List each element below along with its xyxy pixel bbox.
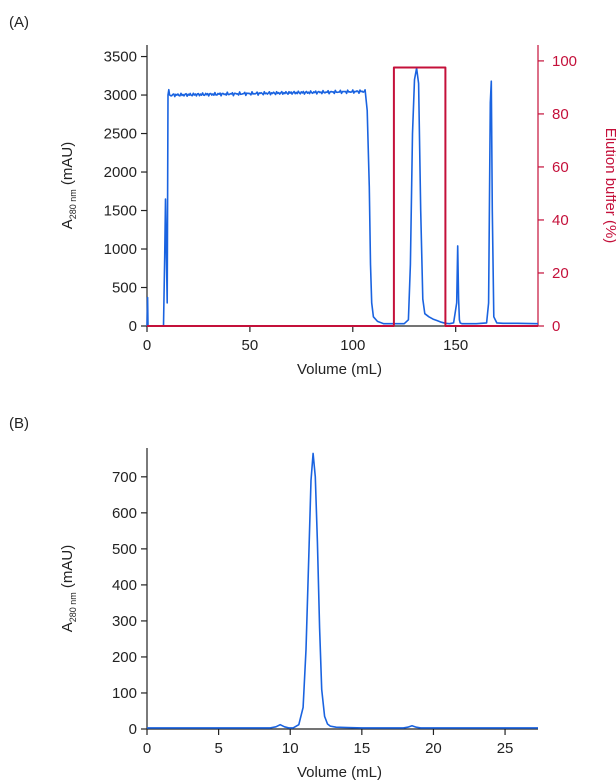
panel-a-y-axis-label-main: A xyxy=(59,219,76,229)
panel-a-y-tick-label: 0 xyxy=(129,318,137,335)
panel-a-y2-tick-label: 100 xyxy=(552,53,577,70)
panel-b-y-tick-label: 600 xyxy=(112,505,137,522)
panel-b-y-tick-label: 100 xyxy=(112,685,137,702)
panel-b-x-tick-label: 15 xyxy=(353,740,370,757)
panel-a-series-absorbance-line xyxy=(146,67,539,327)
panel-a-x-tick-label: 150 xyxy=(443,337,468,354)
panel-a-label: (A) xyxy=(9,14,29,31)
panel-a-y2-tick-label: 80 xyxy=(552,106,569,123)
panel-a-y2-tick-label: 20 xyxy=(552,265,569,282)
panel-a-y-axis-label-sub: 280 nm xyxy=(68,189,78,219)
panel-a-series-elution-line xyxy=(147,66,538,327)
panel-b-x-tick-label: 20 xyxy=(425,740,442,757)
panel-b-label: (B) xyxy=(9,415,29,432)
panel-a-x-tick-label: 0 xyxy=(143,337,151,354)
panel-b-group: 0 100 200 300 400 500 600 700 0 5 10 15 20 25 Volume (… xyxy=(59,448,538,781)
panel-b-series-absorbance-line xyxy=(147,452,538,729)
panel-a-x-axis-label: Volume (mL) xyxy=(297,361,382,378)
panel-b-x-tick-label: 5 xyxy=(214,740,222,757)
panel-b-x-axis-label: Volume (mL) xyxy=(297,764,382,781)
panel-a-x-tick-label: 50 xyxy=(242,337,259,354)
panel-b-y-axis-label-unit: (mAU) xyxy=(59,545,76,593)
panel-a-y-axis-label-unit: (mAU) xyxy=(59,142,76,190)
panel-b-x-tick-label: 10 xyxy=(282,740,299,757)
panel-b-x-tick-label: 0 xyxy=(143,740,151,757)
panel-a-y2-tick-label: 60 xyxy=(552,159,569,176)
panel-a-y-tick-label: 3500 xyxy=(104,49,137,66)
panel-b-y-tick-label: 300 xyxy=(112,613,137,630)
panel-b-y-tick-label: 700 xyxy=(112,469,137,486)
panel-a-y-tick-label: 2500 xyxy=(104,126,137,143)
panel-b-y-tick-label: 500 xyxy=(112,541,137,558)
panel-a-y-tick-label: 1500 xyxy=(104,203,137,220)
panel-a-y2-axis-label: Elution buffer (%) xyxy=(602,128,616,244)
panel-a-y-axis-label: A280 nm (mAU) xyxy=(59,142,78,230)
panel-b-y-axis-label: A280 nm (mAU) xyxy=(59,545,78,633)
panel-b-y-axis-label-sub: 280 nm xyxy=(68,592,78,622)
panel-a-y-tick-label: 2000 xyxy=(104,164,137,181)
panel-a-x-tick-label: 100 xyxy=(340,337,365,354)
panel-a-y-tick-label: 500 xyxy=(112,280,137,297)
panel-b-y-tick-label: 400 xyxy=(112,577,137,594)
panel-a-y-tick-label: 1000 xyxy=(104,241,137,258)
panel-b-y-axis-label-main: A xyxy=(59,622,76,632)
panel-b-x-tick-label: 25 xyxy=(497,740,514,757)
panel-b-y-tick-label: 200 xyxy=(112,649,137,666)
panel-a-y-tick-label: 3000 xyxy=(104,87,137,104)
panel-b-y-tick-label: 0 xyxy=(129,721,137,738)
panel-a-y2-tick-label: 40 xyxy=(552,212,569,229)
panel-a-y2-tick-label: 0 xyxy=(552,318,560,335)
